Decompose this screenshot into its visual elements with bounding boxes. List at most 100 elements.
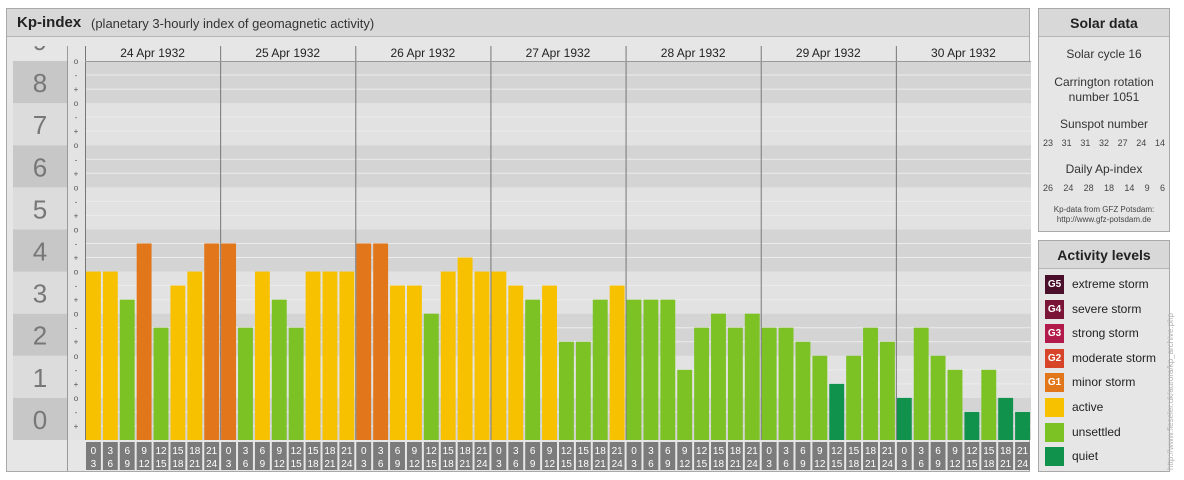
interval-end: 9 — [124, 459, 130, 470]
interval-box — [187, 442, 203, 470]
kp-bar — [542, 285, 557, 440]
interval-box — [474, 442, 490, 470]
interval-start: 6 — [260, 446, 266, 457]
interval-start: 6 — [665, 446, 671, 457]
interval-box — [271, 442, 287, 470]
interval-start: 6 — [800, 446, 806, 457]
solar-data-heading: Solar data — [1039, 9, 1169, 37]
solar-data-panel: Solar data Solar cycle 16 Carrington rot… — [1038, 8, 1170, 232]
y-minor-tick: - — [75, 113, 78, 122]
kp-bar-chart: 0123456789+-o+-o+-o+-o+-o+-o+-o+-o+-o24 … — [13, 46, 1031, 471]
kp-bar — [119, 299, 135, 440]
kp-chart-panel: Kp-index (planetary 3-hourly index of ge… — [6, 8, 1031, 472]
interval-box — [373, 442, 389, 470]
kp-bar — [559, 341, 574, 440]
interval-end: 9 — [260, 459, 266, 470]
interval-start: 9 — [682, 446, 688, 457]
kp-bar — [288, 327, 304, 440]
interval-start: 3 — [378, 446, 384, 457]
interval-start: 9 — [412, 446, 418, 457]
interval-end: 3 — [91, 459, 97, 470]
interval-end: 15 — [696, 459, 708, 470]
source-url[interactable]: http://www.fieseler.uk/aurora/kp_archive… — [1166, 313, 1175, 470]
interval-start: 21 — [882, 446, 894, 457]
interval-end: 9 — [800, 459, 806, 470]
plot-band — [85, 229, 1031, 272]
activity-level-item: G2 moderate storm — [1045, 348, 1169, 369]
interval-box — [136, 442, 152, 470]
interval-start: 21 — [206, 446, 218, 457]
interval-start: 3 — [243, 446, 249, 457]
sunspot-value: 31 — [1061, 138, 1072, 148]
sunspot-values: 23 31 31 32 27 24 14 — [1043, 138, 1165, 148]
data-credit: Kp-data from GFZ Potsdam: — [1053, 205, 1155, 214]
interval-box — [204, 442, 220, 470]
interval-start: 12 — [696, 446, 708, 457]
kp-bar — [170, 285, 186, 440]
sunspot-value: 31 — [1080, 138, 1091, 148]
interval-start: 18 — [460, 446, 472, 457]
y-label-band — [13, 145, 67, 188]
y-minor-tick: + — [74, 254, 79, 263]
interval-start: 9 — [547, 446, 553, 457]
sunspot-value: 32 — [1098, 138, 1109, 148]
kp-bar — [322, 271, 338, 440]
interval-box — [525, 442, 541, 470]
interval-box — [761, 442, 777, 470]
kp-bar — [812, 355, 828, 440]
data-credit-url[interactable]: http://www.gfz-potsdam.de — [1056, 215, 1152, 224]
interval-box — [406, 442, 422, 470]
interval-box — [998, 442, 1014, 470]
kp-bar — [846, 355, 862, 440]
level-swatch: G2 — [1045, 348, 1064, 368]
interval-box — [626, 442, 642, 470]
activity-level-item: G1 minor storm — [1045, 373, 1169, 393]
ap-value: 18 — [1103, 183, 1114, 193]
interval-start: 21 — [341, 446, 353, 457]
y-minor-tick: + — [74, 422, 79, 431]
y-tick-label: 5 — [33, 194, 47, 224]
interval-start: 21 — [476, 446, 488, 457]
kp-bar — [795, 341, 811, 440]
interval-end: 6 — [513, 459, 519, 470]
y-tick-label: 7 — [33, 110, 47, 140]
interval-end: 18 — [578, 459, 590, 470]
kp-bar — [727, 327, 743, 440]
kp-bar — [491, 271, 507, 440]
interval-start: 12 — [426, 446, 438, 457]
day-label: 25 Apr 1932 — [255, 46, 320, 60]
y-minor-tick: + — [74, 338, 79, 347]
interval-start: 12 — [155, 446, 167, 457]
interval-box — [795, 442, 811, 470]
interval-box — [609, 442, 625, 470]
sunspot-label: Sunspot number — [1059, 117, 1149, 131]
kp-bar — [153, 327, 169, 440]
interval-box — [964, 442, 980, 470]
kp-bar — [423, 313, 439, 440]
y-minor-tick: o — [74, 183, 79, 192]
y-minor-tick: o — [74, 99, 79, 108]
y-minor-tick: + — [74, 169, 79, 178]
interval-end: 12 — [679, 459, 691, 470]
interval-start: 12 — [561, 446, 573, 457]
interval-start: 9 — [952, 446, 958, 457]
interval-box — [778, 442, 794, 470]
kp-bar — [964, 411, 980, 440]
activity-level-item: G4 severe storm — [1045, 299, 1169, 320]
y-minor-tick: o — [74, 141, 79, 150]
interval-start: 3 — [648, 446, 654, 457]
interval-end: 21 — [460, 459, 472, 470]
interval-start: 12 — [966, 446, 978, 457]
y-minor-tick: - — [75, 366, 78, 375]
kp-bar — [694, 327, 710, 440]
kp-bar — [238, 327, 253, 440]
level-swatch: G5 — [1045, 275, 1064, 294]
y-tick-label: 1 — [33, 363, 47, 393]
interval-box — [981, 442, 997, 470]
activity-level-item: quiet — [1045, 447, 1169, 467]
interval-box — [896, 442, 912, 470]
y-label-band — [13, 103, 67, 146]
day-label: 29 Apr 1932 — [796, 46, 861, 60]
plot-band — [85, 145, 1031, 188]
y-minor-tick: + — [74, 380, 79, 389]
